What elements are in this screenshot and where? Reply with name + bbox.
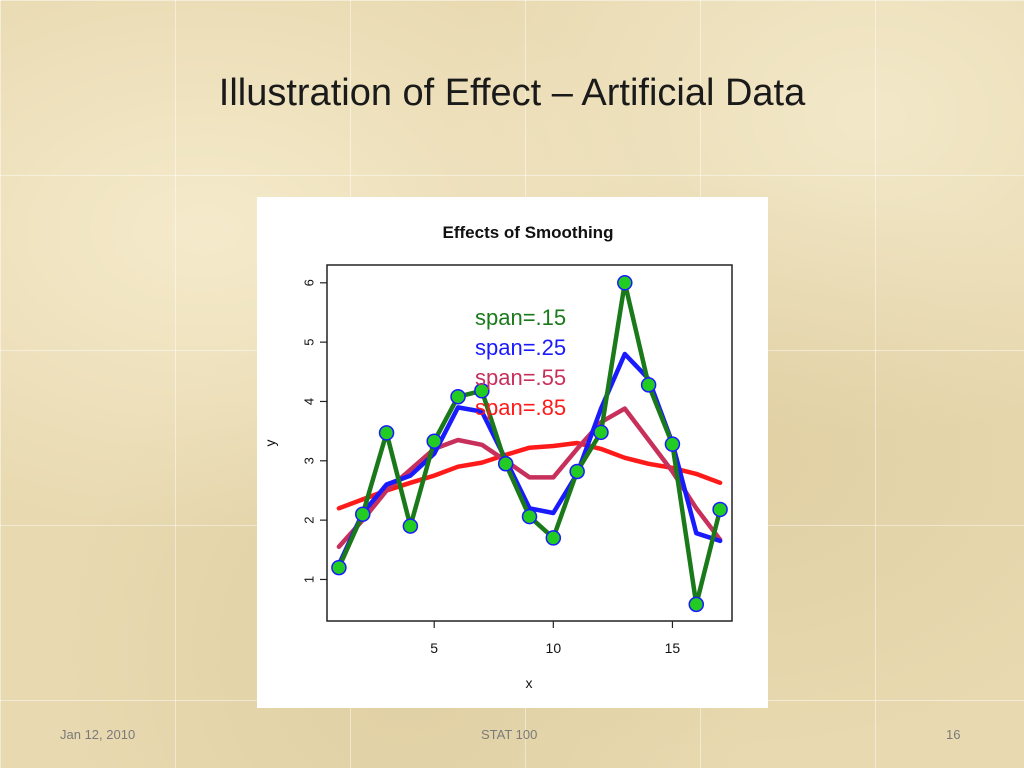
x-axis: 5 10 15 [430,621,680,656]
chart-title: Effects of Smoothing [443,223,614,242]
chart-image: Effects of Smoothing 5 10 15 1 2 3 4 5 6 x y sp… [257,197,768,708]
footer-course: STAT 100 [481,727,538,742]
data-point [450,388,466,405]
series-line-span85 [336,440,723,511]
data-point [426,433,442,449]
y-tick-label: 6 [302,279,317,286]
data-point [640,377,657,393]
data-point [664,436,681,452]
x-tick-label: 15 [665,640,681,656]
legend-entry: span=.55 [475,365,566,390]
y-tick-label: 3 [302,457,317,464]
data-point [617,275,633,291]
y-tick-label: 1 [302,576,317,583]
legend-entry: span=.15 [475,305,566,330]
y-axis-label: y [262,440,278,447]
data-point [354,506,371,522]
page-number: 16 [946,727,961,742]
data-point [474,383,490,399]
data-point [497,456,514,472]
data-point [545,530,562,546]
series-line-span15 [336,280,723,607]
legend: span=.15 span=.25 span=.55 span=.85 [475,305,566,420]
data-point [593,424,609,441]
y-axis: 1 2 3 4 5 6 [302,279,327,583]
footer-date: Jan 12, 2010 [60,727,136,742]
slide-title: Illustration of Effect – Artificial Data [218,72,806,114]
data-point [521,508,538,525]
x-tick-label: 10 [546,640,562,656]
data-point [569,463,585,480]
y-tick-label: 4 [302,398,317,405]
data-point [331,559,347,576]
series-lines [336,280,723,607]
plot-frame [326,264,733,622]
legend-entry: span=.25 [475,335,566,360]
legend-entry: span=.85 [475,395,566,420]
y-tick-label: 5 [302,339,317,346]
data-point [402,518,419,534]
data-point [712,501,728,518]
x-axis-label: x [526,675,533,691]
x-tick-label: 5 [430,640,438,656]
data-point [378,425,395,441]
data-point [688,596,705,613]
y-tick-label: 2 [302,517,317,524]
data-points [331,275,728,613]
smoothing-chart: Effects of Smoothing 5 10 15 1 2 3 4 5 6 x y sp… [262,223,733,691]
